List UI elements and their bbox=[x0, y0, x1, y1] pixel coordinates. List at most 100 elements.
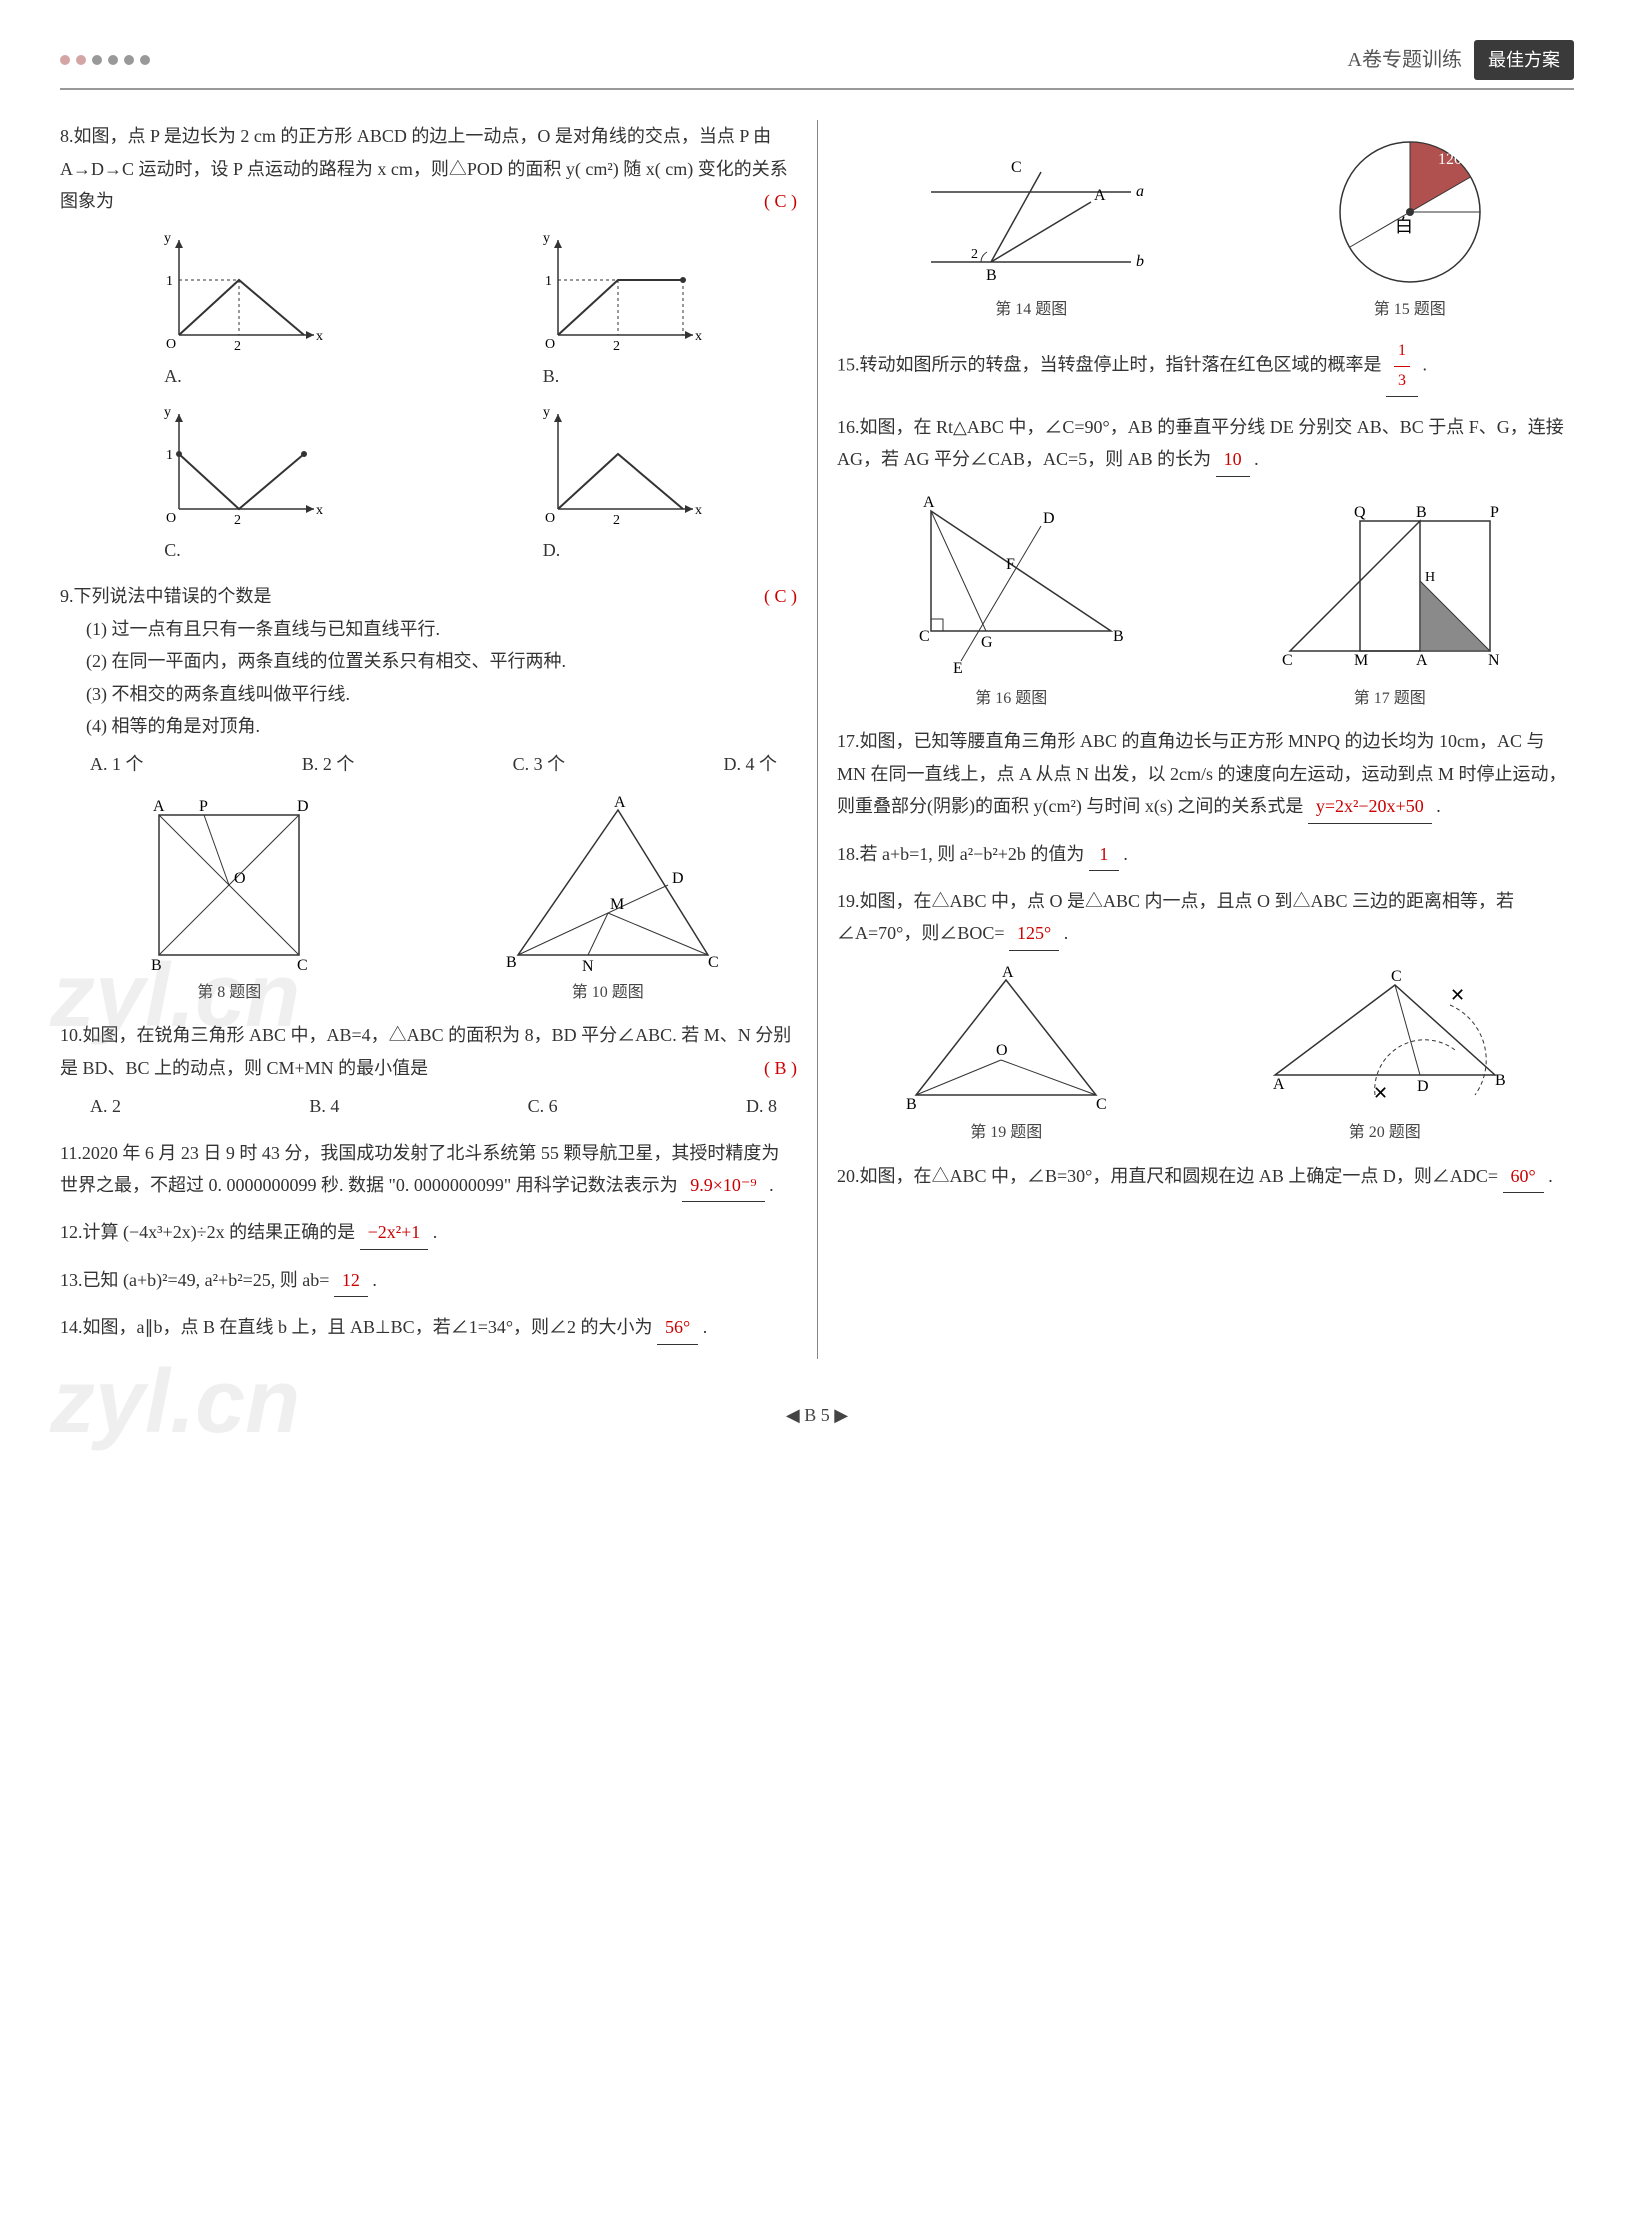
svg-text:D: D bbox=[672, 870, 684, 887]
svg-text:y: y bbox=[164, 231, 171, 246]
question-8: 8.如图，点 P 是边长为 2 cm 的正方形 ABCD 的边上一动点，O 是对… bbox=[60, 120, 797, 566]
q10-text: 如图，在锐角三角形 ABC 中，AB=4，△ABC 的面积为 8，BD 平分∠A… bbox=[60, 1025, 791, 1077]
svg-text:C: C bbox=[1282, 652, 1293, 669]
q10-opt-a: A. 2 bbox=[90, 1090, 121, 1122]
q9-opt-a: A. 1 个 bbox=[90, 748, 144, 780]
dot-icon bbox=[108, 55, 118, 65]
svg-text:C: C bbox=[1011, 159, 1022, 176]
q10-answer: ( B ) bbox=[764, 1052, 797, 1084]
svg-text:O: O bbox=[166, 511, 176, 526]
svg-text:O: O bbox=[234, 870, 246, 887]
svg-text:x: x bbox=[316, 329, 323, 344]
q8-graph-row-1: x y O 1 2 A. bbox=[60, 230, 797, 392]
question-19: 19.如图，在△ABC 中，点 O 是△ABC 内一点，且点 O 到△ABC 三… bbox=[837, 885, 1574, 951]
q8-graph-b: x y O 1 2 B. bbox=[533, 230, 703, 392]
svg-text:F: F bbox=[1006, 556, 1015, 573]
svg-text:B: B bbox=[906, 1096, 917, 1113]
svg-text:B: B bbox=[1495, 1072, 1506, 1089]
q11-text: 2020 年 6 月 23 日 9 时 43 分，我国成功发射了北斗系统第 55… bbox=[60, 1143, 779, 1195]
svg-text:C: C bbox=[919, 628, 930, 645]
q9-text: 下列说法中错误的个数是 bbox=[74, 586, 272, 606]
dot-icon bbox=[60, 55, 70, 65]
svg-text:1: 1 bbox=[545, 274, 552, 289]
svg-text:a: a bbox=[1136, 183, 1144, 200]
column-divider bbox=[817, 120, 818, 1358]
q11-answer: 9.9×10⁻⁹ bbox=[682, 1169, 764, 1202]
q16-num: 16. bbox=[837, 417, 860, 437]
q13-answer: 12 bbox=[334, 1264, 368, 1297]
q8-text: 如图，点 P 是边长为 2 cm 的正方形 ABCD 的边上一动点，O 是对角线… bbox=[60, 126, 788, 211]
fig10-cap: 第 10 题图 bbox=[488, 979, 728, 1008]
q10-opt-b: B. 4 bbox=[309, 1090, 339, 1122]
q15-answer: 13 bbox=[1386, 337, 1418, 397]
svg-text:y: y bbox=[543, 231, 550, 246]
q20-num: 20. bbox=[837, 1166, 860, 1186]
q9-item-1: (1) 过一点有且只有一条直线与已知直线平行. bbox=[86, 613, 797, 645]
dot-icon bbox=[92, 55, 102, 65]
fig-20: A B C D ✕ ✕ 第 20 题图 bbox=[1255, 965, 1515, 1148]
dot-icon bbox=[140, 55, 150, 65]
header-dots bbox=[60, 55, 150, 65]
question-12: 12.计算 (−4x³+2x)÷2x 的结果正确的是 −2x²+1 . bbox=[60, 1216, 797, 1249]
q8-num: 8. bbox=[60, 126, 74, 146]
svg-text:A: A bbox=[1002, 965, 1014, 981]
svg-text:O: O bbox=[545, 511, 555, 526]
svg-text:M: M bbox=[610, 896, 624, 913]
left-column: 8.如图，点 P 是边长为 2 cm 的正方形 ABCD 的边上一动点，O 是对… bbox=[60, 120, 797, 1358]
page-header: A卷专题训练 最佳方案 bbox=[60, 40, 1574, 90]
q8-graph-d: x y O 2 D. bbox=[533, 404, 703, 566]
svg-text:D: D bbox=[297, 798, 309, 815]
dot-icon bbox=[76, 55, 86, 65]
svg-text:x: x bbox=[695, 329, 702, 344]
svg-text:H: H bbox=[1425, 570, 1435, 585]
q8-graph-a: x y O 1 2 A. bbox=[154, 230, 324, 392]
svg-text:y: y bbox=[543, 405, 550, 420]
svg-text:x: x bbox=[316, 503, 323, 518]
fig-17: B Q P C M A N H 第 17 题图 bbox=[1260, 501, 1520, 714]
q9-item-4: (4) 相等的角是对顶角. bbox=[86, 710, 797, 742]
q8-opt-d: D. bbox=[543, 534, 703, 566]
q19-text: 如图，在△ABC 中，点 O 是△ABC 内一点，且点 O 到△ABC 三边的距… bbox=[837, 891, 1514, 943]
q8-opt-c: C. bbox=[164, 534, 324, 566]
q10-opt-c: C. 6 bbox=[528, 1090, 558, 1122]
svg-text:O: O bbox=[166, 337, 176, 352]
svg-text:A: A bbox=[614, 795, 626, 811]
svg-text:A: A bbox=[1094, 187, 1106, 204]
q10-opt-d: D. 8 bbox=[746, 1090, 777, 1122]
svg-text:C: C bbox=[1096, 1096, 1107, 1113]
svg-text:E: E bbox=[953, 660, 963, 677]
question-20: 20.如图，在△ABC 中，∠B=30°，用直尺和圆规在边 AB 上确定一点 D… bbox=[837, 1160, 1574, 1193]
svg-text:C: C bbox=[708, 954, 719, 971]
svg-text:B: B bbox=[1113, 628, 1124, 645]
q17-text: 如图，已知等腰直角三角形 ABC 的直角边长与正方形 MNPQ 的边长均为 10… bbox=[837, 731, 1567, 816]
q14-text: 如图，a∥b，点 B 在直线 b 上，且 AB⊥BC，若∠1=34°，则∠2 的… bbox=[83, 1317, 653, 1337]
q18-text: 若 a+b=1, 则 a²−b²+2b 的值为 bbox=[860, 844, 1085, 864]
q13-text: 已知 (a+b)²=49, a²+b²=25, 则 ab= bbox=[83, 1270, 330, 1290]
fig15-cap: 第 15 题图 bbox=[1320, 296, 1500, 325]
right-column: C A a b B 2 第 14 题图 120° 白 bbox=[837, 120, 1574, 1358]
q20-answer: 60° bbox=[1503, 1160, 1544, 1193]
q19-answer: 125° bbox=[1009, 917, 1059, 950]
question-13: 13.已知 (a+b)²=49, a²+b²=25, 则 ab= 12 . bbox=[60, 1264, 797, 1297]
header-badge: 最佳方案 bbox=[1474, 40, 1574, 80]
fig17-cap: 第 17 题图 bbox=[1260, 685, 1520, 714]
fig-16-17-row: A B C D E F G 第 16 题图 B Q bbox=[837, 491, 1574, 714]
q8-opt-b: B. bbox=[543, 360, 703, 392]
q17-answer: y=2x²−20x+50 bbox=[1308, 790, 1432, 823]
question-9: 9.下列说法中错误的个数是 ( C ) (1) 过一点有且只有一条直线与已知直线… bbox=[60, 580, 797, 780]
fig-8: A P D B C O 第 8 题图 bbox=[129, 795, 329, 1008]
svg-text:A: A bbox=[1416, 652, 1428, 669]
svg-text:B: B bbox=[151, 957, 162, 974]
q10-num: 10. bbox=[60, 1025, 83, 1045]
q8-opt-a: A. bbox=[164, 360, 324, 392]
fig-10: A B C D M N 第 10 题图 bbox=[488, 795, 728, 1008]
svg-text:O: O bbox=[996, 1042, 1008, 1059]
svg-text:✕: ✕ bbox=[1450, 985, 1465, 1005]
question-14: 14.如图，a∥b，点 B 在直线 b 上，且 AB⊥BC，若∠1=34°，则∠… bbox=[60, 1311, 797, 1344]
svg-text:C: C bbox=[297, 957, 308, 974]
svg-text:N: N bbox=[1488, 652, 1500, 669]
q9-opt-b: B. 2 个 bbox=[302, 748, 355, 780]
svg-text:Q: Q bbox=[1354, 504, 1366, 521]
q9-num: 9. bbox=[60, 586, 74, 606]
fig19-cap: 第 19 题图 bbox=[896, 1119, 1116, 1148]
